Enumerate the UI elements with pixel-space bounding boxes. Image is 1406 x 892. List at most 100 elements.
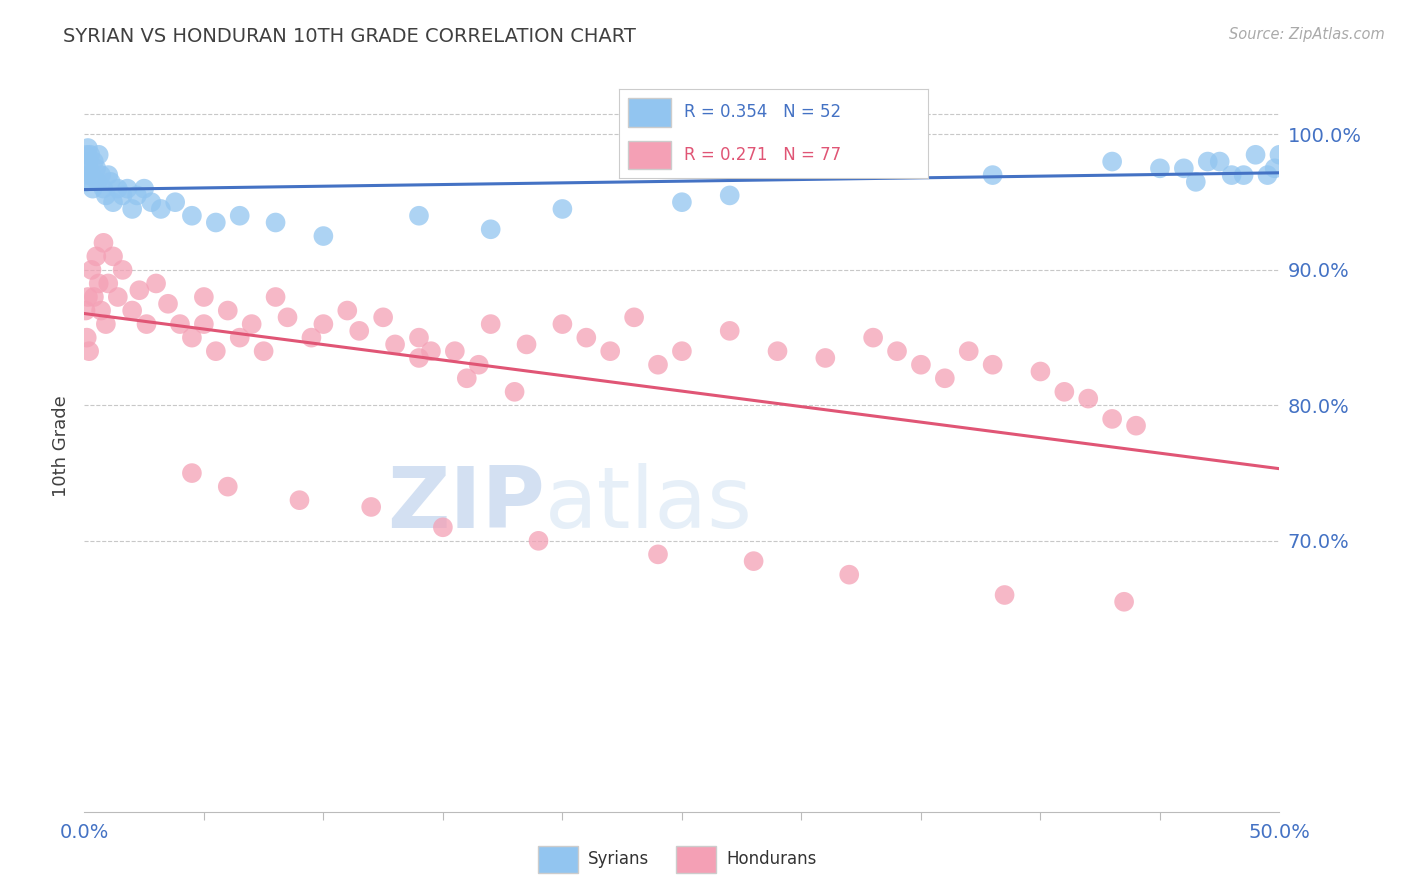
Point (1185, 175, 1208, 189)
Point (141, 195, 163, 210)
Point (90, 303, 112, 318)
Point (994, 588, 1017, 602)
Point (408, 351, 430, 365)
Point (94, 188, 117, 202)
Point (76, 168, 98, 182)
Point (384, 337, 406, 351)
Point (1220, 168, 1243, 182)
Point (1197, 154, 1219, 169)
Point (551, 202, 574, 216)
Point (981, 358, 1004, 372)
Point (527, 533, 550, 548)
Point (312, 229, 335, 244)
Point (132, 181, 156, 195)
Point (468, 358, 491, 372)
Point (408, 331, 430, 345)
Text: SYRIAN VS HONDURAN 10TH GRADE CORRELATION CHART: SYRIAN VS HONDURAN 10TH GRADE CORRELATIO… (63, 27, 636, 45)
Point (264, 290, 287, 304)
Point (1149, 161, 1171, 176)
Point (217, 480, 239, 494)
Point (503, 384, 526, 399)
Point (360, 500, 382, 514)
Point (1173, 161, 1195, 176)
Point (886, 344, 908, 359)
Point (83, 154, 105, 169)
Point (444, 344, 467, 359)
Point (75, 303, 97, 318)
Point (128, 283, 150, 297)
Point (623, 310, 645, 325)
Point (125, 188, 148, 202)
Point (111, 263, 134, 277)
Y-axis label: 10th Grade: 10th Grade (52, 395, 70, 497)
Point (77, 290, 100, 304)
Point (599, 344, 621, 359)
Point (1101, 154, 1123, 169)
Point (301, 331, 323, 345)
Point (671, 344, 693, 359)
Text: R = 0.271   N = 77: R = 0.271 N = 77 (683, 146, 841, 164)
FancyBboxPatch shape (628, 98, 671, 127)
Point (111, 188, 134, 202)
Text: R = 0.354   N = 52: R = 0.354 N = 52 (683, 103, 841, 121)
FancyBboxPatch shape (628, 141, 671, 169)
Point (910, 358, 932, 372)
Point (288, 493, 311, 508)
Point (766, 344, 789, 359)
Point (647, 358, 669, 372)
Point (1125, 418, 1147, 433)
Point (193, 290, 215, 304)
Point (93, 181, 115, 195)
Point (90, 168, 112, 182)
Point (205, 344, 228, 359)
Point (107, 181, 129, 195)
Point (157, 297, 180, 311)
Point (671, 195, 693, 210)
Point (240, 317, 263, 331)
Point (87, 277, 110, 291)
Point (79, 148, 101, 162)
Point (1077, 392, 1099, 406)
FancyBboxPatch shape (676, 847, 717, 873)
Point (97, 168, 120, 182)
Point (135, 317, 157, 331)
Point (86, 175, 108, 189)
Point (77, 141, 100, 155)
Point (718, 188, 741, 202)
Point (87, 148, 110, 162)
Point (647, 547, 669, 561)
Point (373, 310, 395, 325)
Point (456, 371, 478, 385)
FancyBboxPatch shape (537, 847, 578, 873)
Point (277, 310, 299, 325)
Point (957, 344, 980, 359)
Point (718, 324, 741, 338)
Point (169, 317, 191, 331)
Point (101, 249, 124, 263)
Point (193, 317, 215, 331)
Point (408, 209, 430, 223)
Point (814, 351, 837, 365)
Point (77, 161, 100, 176)
Text: atlas: atlas (544, 463, 752, 546)
Point (1101, 412, 1123, 426)
Point (181, 209, 204, 223)
Point (1029, 364, 1052, 378)
Point (86, 249, 108, 263)
Point (1244, 148, 1267, 162)
Point (80, 168, 103, 182)
Point (575, 331, 598, 345)
Point (76, 148, 98, 162)
Point (75, 175, 97, 189)
Point (1233, 168, 1256, 182)
Point (551, 317, 574, 331)
Point (205, 215, 228, 229)
Point (336, 303, 359, 318)
Point (165, 195, 187, 210)
Point (101, 195, 124, 210)
Point (117, 181, 139, 195)
Point (934, 371, 956, 385)
Text: ZIP: ZIP (387, 463, 544, 546)
Point (742, 554, 765, 568)
Point (1209, 154, 1232, 169)
